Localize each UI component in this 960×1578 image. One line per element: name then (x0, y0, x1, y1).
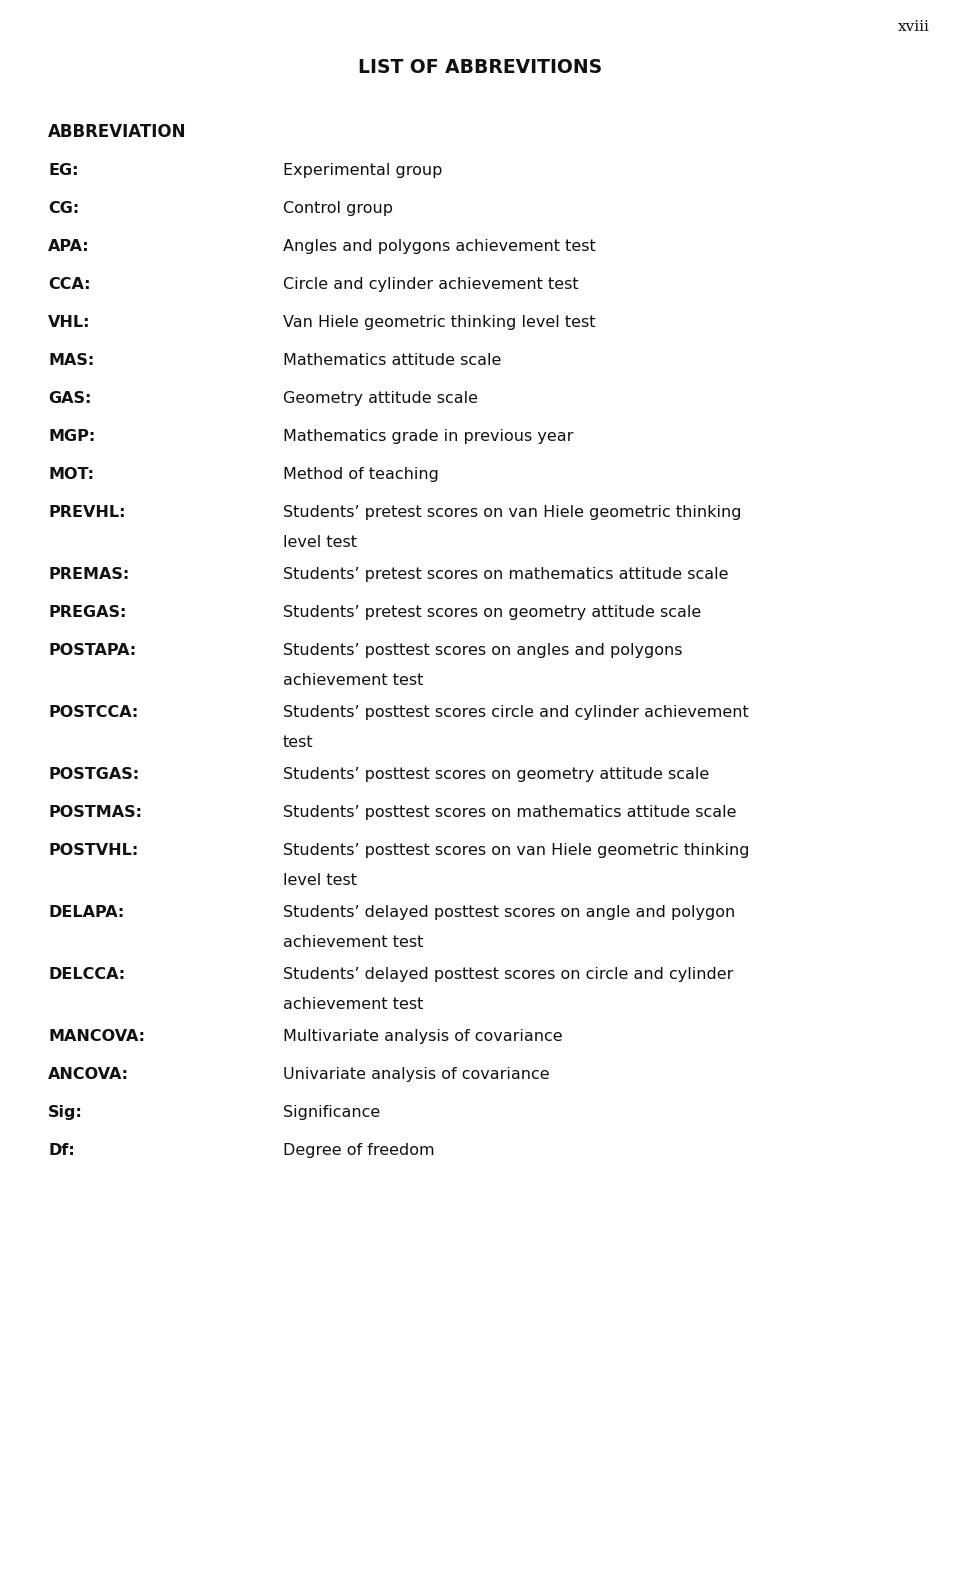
Text: level test: level test (283, 873, 357, 888)
Text: GAS:: GAS: (48, 391, 91, 406)
Text: Sig:: Sig: (48, 1105, 83, 1120)
Text: POSTVHL:: POSTVHL: (48, 843, 138, 858)
Text: PREMAS:: PREMAS: (48, 567, 130, 582)
Text: POSTAPA:: POSTAPA: (48, 642, 136, 658)
Text: DELCCA:: DELCCA: (48, 967, 125, 982)
Text: CCA:: CCA: (48, 278, 90, 292)
Text: EG:: EG: (48, 163, 79, 178)
Text: Mathematics grade in previous year: Mathematics grade in previous year (283, 429, 573, 443)
Text: MANCOVA:: MANCOVA: (48, 1029, 145, 1045)
Text: Multivariate analysis of covariance: Multivariate analysis of covariance (283, 1029, 563, 1045)
Text: ABBREVIATION: ABBREVIATION (48, 123, 186, 140)
Text: Students’ posttest scores on mathematics attitude scale: Students’ posttest scores on mathematics… (283, 805, 736, 821)
Text: xviii: xviii (899, 21, 930, 35)
Text: Mathematics attitude scale: Mathematics attitude scale (283, 353, 501, 368)
Text: Students’ delayed posttest scores on circle and cylinder: Students’ delayed posttest scores on cir… (283, 967, 733, 982)
Text: MOT:: MOT: (48, 467, 94, 481)
Text: MGP:: MGP: (48, 429, 95, 443)
Text: test: test (283, 735, 314, 750)
Text: Degree of freedom: Degree of freedom (283, 1142, 435, 1158)
Text: Df:: Df: (48, 1142, 75, 1158)
Text: POSTGAS:: POSTGAS: (48, 767, 139, 783)
Text: Van Hiele geometric thinking level test: Van Hiele geometric thinking level test (283, 316, 595, 330)
Text: Univariate analysis of covariance: Univariate analysis of covariance (283, 1067, 550, 1083)
Text: Students’ pretest scores on geometry attitude scale: Students’ pretest scores on geometry att… (283, 604, 701, 620)
Text: Students’ posttest scores circle and cylinder achievement: Students’ posttest scores circle and cyl… (283, 705, 749, 720)
Text: achievement test: achievement test (283, 936, 423, 950)
Text: achievement test: achievement test (283, 672, 423, 688)
Text: Students’ pretest scores on mathematics attitude scale: Students’ pretest scores on mathematics … (283, 567, 729, 582)
Text: LIST OF ABBREVITIONS: LIST OF ABBREVITIONS (358, 58, 602, 77)
Text: Students’ posttest scores on geometry attitude scale: Students’ posttest scores on geometry at… (283, 767, 709, 783)
Text: level test: level test (283, 535, 357, 551)
Text: MAS:: MAS: (48, 353, 94, 368)
Text: DELAPA:: DELAPA: (48, 906, 124, 920)
Text: Significance: Significance (283, 1105, 380, 1120)
Text: achievement test: achievement test (283, 997, 423, 1011)
Text: Experimental group: Experimental group (283, 163, 443, 178)
Text: Students’ posttest scores on van Hiele geometric thinking: Students’ posttest scores on van Hiele g… (283, 843, 750, 858)
Text: Geometry attitude scale: Geometry attitude scale (283, 391, 478, 406)
Text: CG:: CG: (48, 200, 80, 216)
Text: ANCOVA:: ANCOVA: (48, 1067, 129, 1083)
Text: Students’ posttest scores on angles and polygons: Students’ posttest scores on angles and … (283, 642, 683, 658)
Text: PREGAS:: PREGAS: (48, 604, 127, 620)
Text: APA:: APA: (48, 238, 89, 254)
Text: Students’ delayed posttest scores on angle and polygon: Students’ delayed posttest scores on ang… (283, 906, 735, 920)
Text: Control group: Control group (283, 200, 393, 216)
Text: PREVHL:: PREVHL: (48, 505, 126, 521)
Text: VHL:: VHL: (48, 316, 90, 330)
Text: Method of teaching: Method of teaching (283, 467, 439, 481)
Text: POSTCCA:: POSTCCA: (48, 705, 138, 720)
Text: POSTMAS:: POSTMAS: (48, 805, 142, 821)
Text: Angles and polygons achievement test: Angles and polygons achievement test (283, 238, 596, 254)
Text: Students’ pretest scores on van Hiele geometric thinking: Students’ pretest scores on van Hiele ge… (283, 505, 741, 521)
Text: Circle and cylinder achievement test: Circle and cylinder achievement test (283, 278, 579, 292)
